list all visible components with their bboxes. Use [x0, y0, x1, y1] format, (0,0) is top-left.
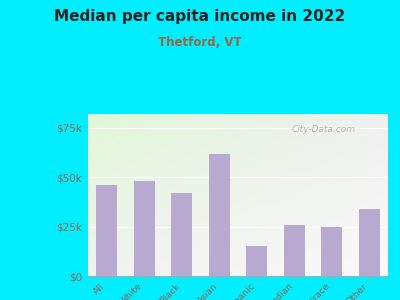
Text: City-Data.com: City-Data.com [292, 125, 356, 134]
Bar [246, 246, 267, 276]
Bar [209, 154, 230, 276]
Bar [96, 185, 117, 276]
Bar [284, 225, 304, 276]
Bar [322, 226, 342, 276]
Bar [359, 209, 380, 276]
Bar [134, 181, 154, 276]
Bar [172, 193, 192, 276]
Text: Thetford, VT: Thetford, VT [158, 36, 242, 49]
Text: Median per capita income in 2022: Median per capita income in 2022 [54, 9, 346, 24]
